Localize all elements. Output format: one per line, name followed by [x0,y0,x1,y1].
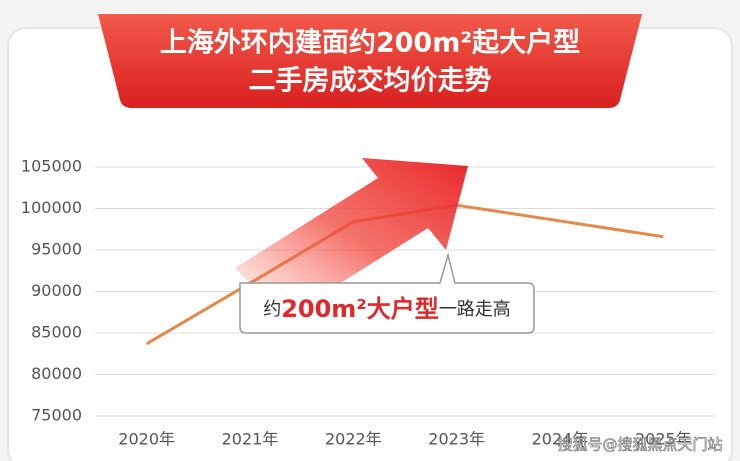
callout: 约200m²大户型一路走高 [239,252,535,334]
x-tick-label: 2020年 [118,430,175,449]
y-tick-label: 90000 [31,281,82,300]
trend-arrow [235,158,468,318]
y-tick-label: 75000 [31,406,82,425]
x-tick-label: 2021年 [222,430,279,449]
callout-highlight: 200m²大户型 [281,295,439,323]
chart-subtitle: 二手房成交均价走势 [249,65,492,97]
y-tick-label: 95000 [31,240,82,259]
y-tick-label: 80000 [31,364,82,383]
x-tick-label: 2023年 [428,430,485,449]
callout-box [239,252,535,334]
x-tick-label: 2022年 [325,430,382,449]
y-tick-label: 100000 [21,198,82,217]
chart-title: 上海外环内建面约200m²起大户型 [160,27,580,59]
title-banner [98,14,642,108]
callout-prefix: 约 [263,299,281,320]
watermark: 搜狐号@搜狐黑点天门站 [557,436,722,454]
grid: 75000 80000 85000 90000 95000 100000 105000 202… [21,157,715,449]
callout-suffix: 一路走高 [439,299,511,320]
y-tick-label: 105000 [21,157,82,176]
callout-text: 约200m²大户型一路走高 [263,295,511,323]
y-tick-label: 85000 [31,323,82,342]
x-tick-label: 2025年 [635,430,692,449]
x-tick-label: 2024年 [532,430,589,449]
